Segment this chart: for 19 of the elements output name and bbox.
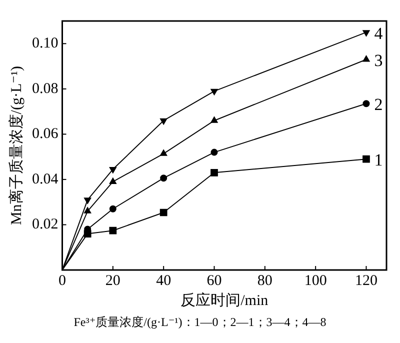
series-label: 3 [374, 50, 383, 70]
y-tick-label: 0.08 [32, 80, 58, 97]
x-tick-label: 120 [354, 272, 378, 289]
y-tick-label: 0.02 [32, 216, 58, 233]
y-axis-title: Mn离子质量浓度/(g·L⁻¹) [8, 66, 25, 226]
y-tick-label: 0.10 [32, 36, 58, 52]
y-tick-label: 0.06 [32, 126, 59, 142]
y-tick-label: 0.04 [32, 171, 59, 188]
text: Fe³⁺质量浓度/(g·L⁻¹)：1—0；2—1；3—4；4—8 [72, 314, 328, 331]
x-axis-title: 反应时间/min [180, 292, 269, 309]
x-tick-label: 60 [206, 272, 222, 289]
x-tick-label: 100 [304, 272, 327, 289]
series-label: 2 [374, 95, 383, 114]
series-label: 4 [374, 24, 384, 43]
x-tick-label: 80 [257, 272, 272, 289]
x-tick-label: 40 [156, 272, 172, 289]
x-tick-label: 20 [105, 272, 120, 289]
x-tick-label: 0 [58, 272, 66, 289]
series-label: 1 [374, 150, 383, 170]
